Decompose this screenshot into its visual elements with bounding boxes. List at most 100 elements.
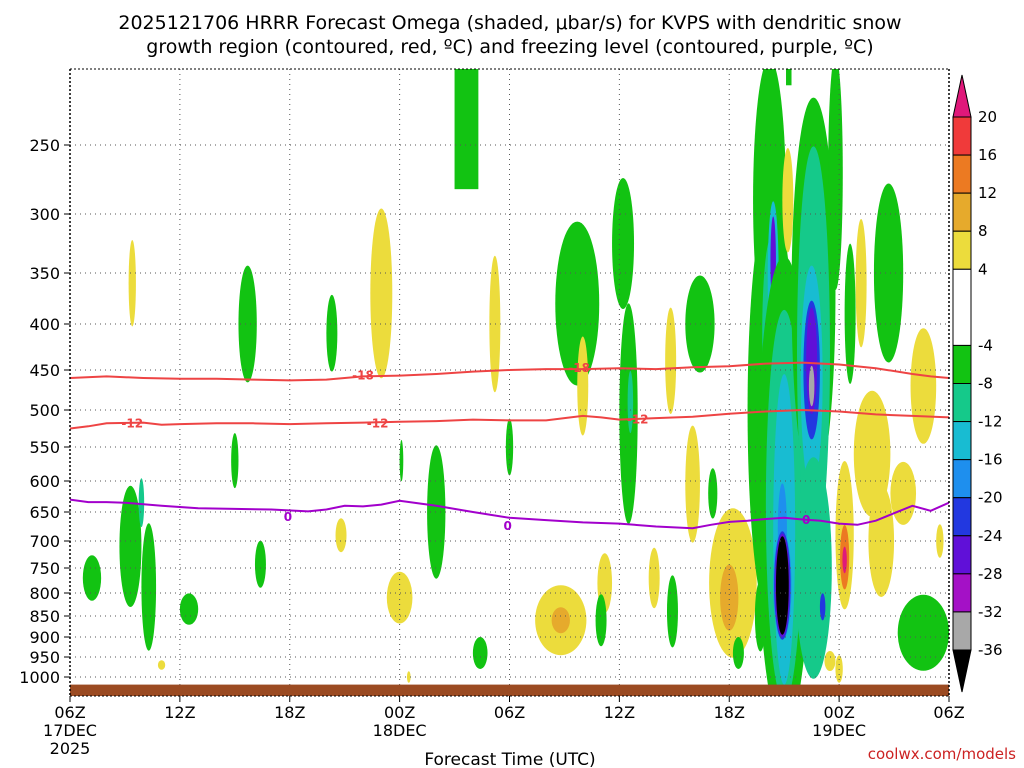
omega-cell xyxy=(795,457,832,679)
omega-cell xyxy=(119,485,142,607)
ground-surface xyxy=(70,684,949,696)
contour-dgz-minus-18 xyxy=(70,361,949,382)
y-tick-label: 550 xyxy=(29,438,60,457)
omega-cell xyxy=(868,485,895,597)
colorbar-swatch xyxy=(952,535,972,575)
colorbar-tick-label: 20 xyxy=(978,108,997,126)
omega-cell xyxy=(708,468,718,519)
omega-cell xyxy=(732,637,744,669)
colorbar-swatch xyxy=(952,459,972,499)
x-tick-date: 18DEC xyxy=(373,721,427,740)
x-tick-label: 00Z xyxy=(384,703,415,722)
omega-cell xyxy=(505,418,514,476)
colorbar-tick-label: -32 xyxy=(978,603,1003,621)
y-tick-label: 700 xyxy=(29,532,60,551)
omega-cell xyxy=(138,478,145,528)
colorbar-tick-label: -20 xyxy=(978,489,1003,507)
omega-cell xyxy=(454,69,479,190)
omega-cell xyxy=(370,208,393,379)
colorbar-swatch xyxy=(952,611,972,651)
omega-cell xyxy=(828,69,843,290)
contour-freezing-level xyxy=(70,498,949,530)
omega-cell xyxy=(936,524,944,558)
omega-cell xyxy=(472,637,488,669)
contour-label: -12 xyxy=(627,413,649,427)
omega-cell xyxy=(910,328,937,444)
y-tick-label: 850 xyxy=(29,607,60,626)
x-tick-date: 17DEC xyxy=(43,721,97,740)
chart-title-line2: growth region (contoured, red, ºC) and f… xyxy=(146,36,873,58)
colorbar: 20 16 12 8 4 -4 -8 -12 -16 -20 -24 -28 -32 -36 xyxy=(952,74,1003,693)
omega-cell xyxy=(612,178,635,309)
omega-cell xyxy=(427,445,446,579)
omega-cell xyxy=(627,370,634,434)
colorbar-tick-label: 8 xyxy=(978,222,988,240)
omega-cell xyxy=(842,546,847,574)
y-tick-label: 600 xyxy=(29,472,60,491)
colorbar-swatch xyxy=(952,344,972,384)
omega-cell xyxy=(489,255,501,393)
x-tick-label: 12Z xyxy=(164,703,195,722)
colorbar-tick-label: -4 xyxy=(978,336,993,354)
contour-label: 0 xyxy=(284,510,292,524)
contour-dgz-minus-12 xyxy=(70,408,949,430)
omega-cell xyxy=(82,555,102,601)
omega-cell xyxy=(685,275,715,373)
omega-cell xyxy=(786,69,792,86)
omega-cell xyxy=(819,593,826,621)
colorbar-tick-label: -36 xyxy=(978,641,1003,659)
x-tick-label: 00Z xyxy=(823,703,854,722)
omega-shading xyxy=(82,69,949,696)
omega-cell xyxy=(873,183,904,363)
x-tick-label: 06Z xyxy=(494,703,525,722)
omega-cell xyxy=(666,575,678,648)
colorbar-swatch xyxy=(952,192,972,232)
omega-cell xyxy=(775,536,789,635)
contour-label: -12 xyxy=(367,416,389,430)
omega-cell xyxy=(386,571,413,624)
contour-label: -18 xyxy=(352,369,374,383)
ground-bar xyxy=(70,684,949,696)
colorbar-swatch xyxy=(952,383,972,423)
omega-cell xyxy=(128,240,136,327)
omega-cell xyxy=(897,594,949,671)
x-tick-label: 06Z xyxy=(54,703,85,722)
omega-cell xyxy=(855,219,867,348)
y-tick-label: 950 xyxy=(29,648,60,667)
y-tick-label: 500 xyxy=(29,401,60,420)
colorbar-swatch xyxy=(952,573,972,613)
omega-cell xyxy=(808,365,815,407)
contour-label: -18 xyxy=(568,361,590,375)
y-tick-label: 1000 xyxy=(19,668,60,687)
omega-cell xyxy=(555,221,600,386)
temperature-contours: -18 -18 -12 -12 -12 0 0 0 xyxy=(70,361,949,533)
y-tick-label: 650 xyxy=(29,503,60,522)
colorbar-tick-label: -16 xyxy=(978,451,1003,469)
x-tick-label: 06Z xyxy=(933,703,964,722)
colorbar-tick-label: -8 xyxy=(978,375,993,393)
colorbar-tick-label: 12 xyxy=(978,184,997,202)
omega-cell xyxy=(665,307,677,414)
y-tick-label: 450 xyxy=(29,361,60,380)
omega-cell xyxy=(157,660,166,670)
omega-cell xyxy=(648,547,660,609)
omega-cell xyxy=(551,607,570,634)
colorbar-swatch xyxy=(952,230,972,270)
omega-cell xyxy=(406,671,411,683)
x-axis-title: Forecast Time (UTC) xyxy=(424,750,595,768)
omega-cell xyxy=(141,523,157,651)
colorbar-tick-label: -24 xyxy=(978,527,1003,545)
colorbar-tick-label: -28 xyxy=(978,565,1003,583)
colorbar-swatch xyxy=(952,268,972,346)
colorbar-cap-bottom xyxy=(952,649,972,693)
omega-cell xyxy=(782,148,794,253)
y-tick-label: 300 xyxy=(29,205,60,224)
colorbar-swatch xyxy=(952,116,972,156)
y-tick-label: 400 xyxy=(29,315,60,334)
omega-cell xyxy=(844,243,856,384)
credit-text[interactable]: coolwx.com/models xyxy=(868,745,1016,763)
contour-label: 0 xyxy=(802,513,810,527)
omega-cell xyxy=(335,518,347,553)
axes: 250 300 350 400 450 500 550 600 650 700 750 800 850 9… xyxy=(19,68,965,758)
